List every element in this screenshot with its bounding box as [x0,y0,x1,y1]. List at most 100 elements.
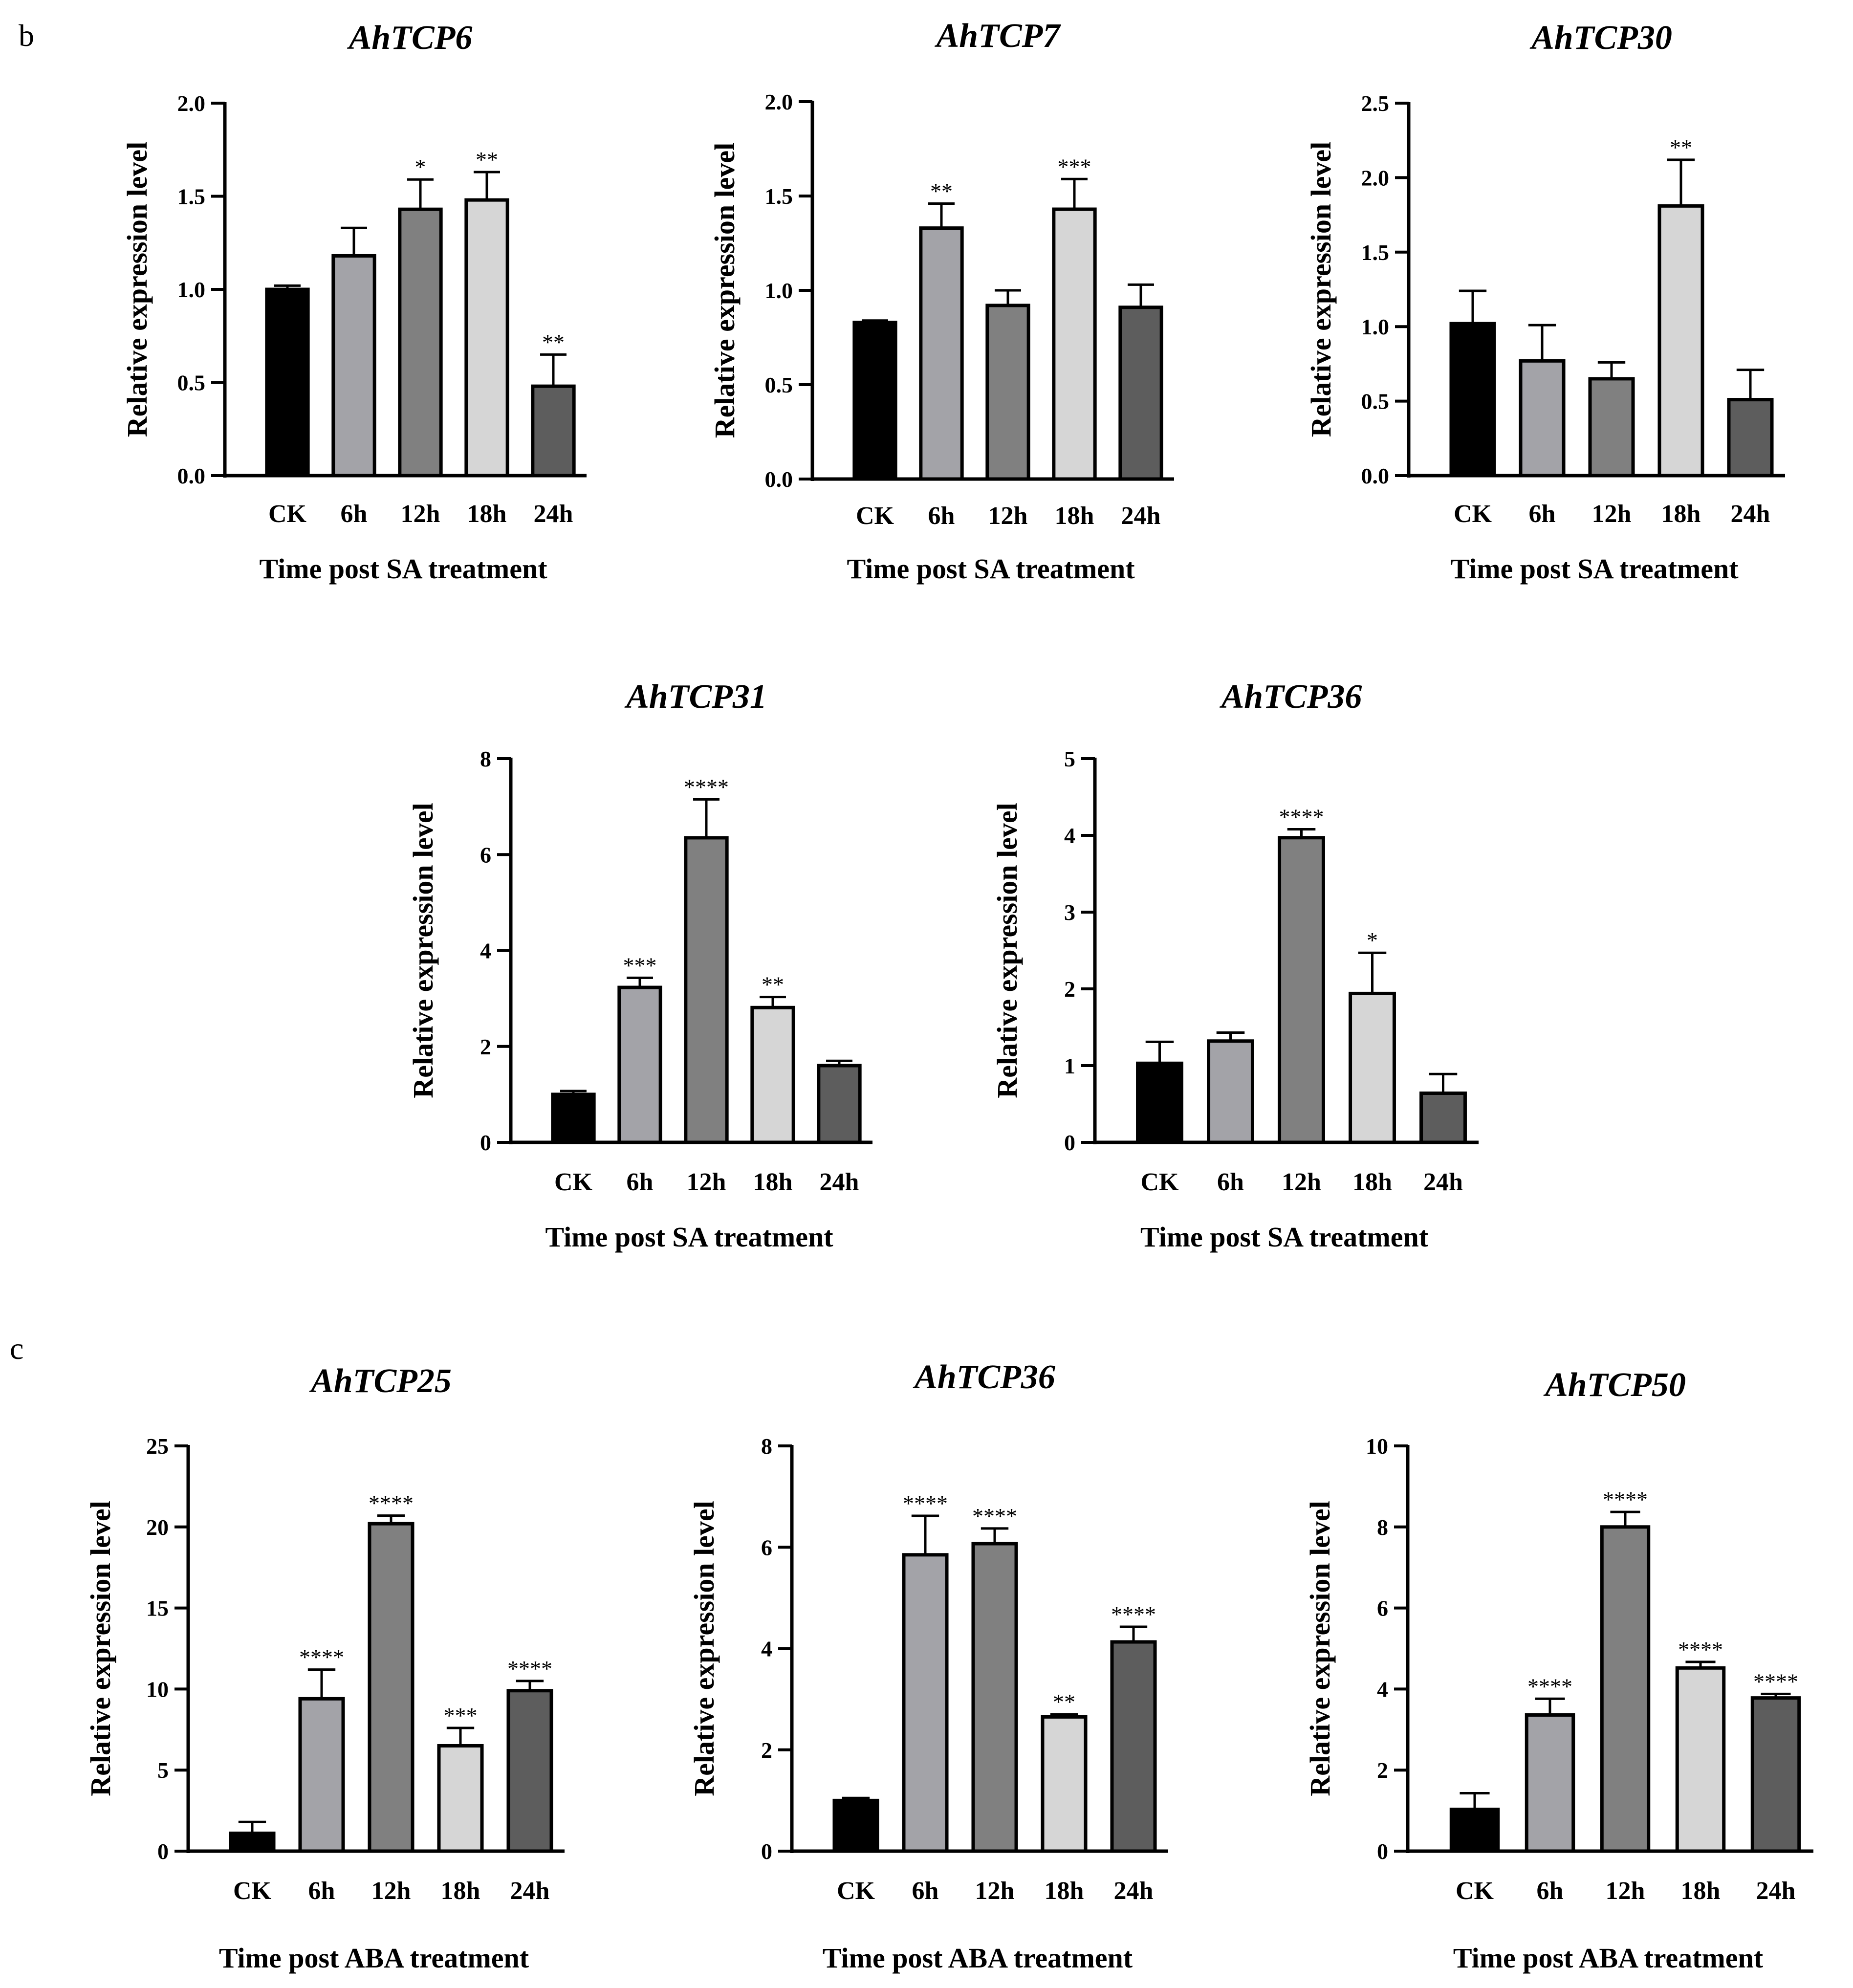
y-tick-label: 1.5 [177,184,206,209]
panel-label-b: b [19,18,34,53]
y-tick-label: 3 [1064,900,1075,925]
x-tick-label-CK: CK [233,1877,272,1905]
significance-12h: **** [684,774,729,799]
significance-6h: **** [299,1645,344,1670]
chart-ahtcp36-c: AhTCP36 0 2 4 6 8 Relative expression level CK *… [688,1358,1168,1974]
bar-CK [852,321,897,481]
y-axis-label: Relative expression level [991,803,1023,1098]
y-tick-label: 0.5 [765,372,793,397]
x-tick-label-CK: CK [856,502,894,530]
y-tick-label: 15 [146,1596,169,1621]
y-tick-label: 6 [480,842,491,867]
chart-title: AhTCP36 [1220,678,1362,716]
y-tick-label: 1.5 [1361,240,1390,265]
bar-24h [531,384,576,478]
bar-18h [1675,1666,1726,1853]
y-tick-label: 0 [761,1839,772,1864]
significance-12h: **** [972,1504,1017,1529]
significance-24h: **** [1753,1669,1798,1694]
x-tick-label-CK: CK [1454,500,1492,528]
significance-6h: **** [903,1491,948,1516]
bar-6h [1525,1713,1575,1853]
chart-title: AhTCP30 [1529,19,1672,57]
x-axis-label: Time post ABA treatment [823,1942,1133,1974]
bar-24h [506,1689,553,1853]
chart-title: AhTCP6 [347,19,473,57]
y-tick-label: 2 [1064,977,1075,1002]
y-tick-label: 2 [761,1738,772,1763]
bar-CK [1449,322,1496,478]
y-tick-label: 25 [146,1434,169,1459]
y-axis-label: Relative expression level [709,143,741,438]
significance-24h: **** [1111,1602,1156,1627]
y-tick-label: 4 [480,939,491,963]
y-axis-label: Relative expression level [1304,1501,1336,1796]
significance-18h: *** [1058,154,1091,179]
bar-18h [750,1005,795,1144]
chart-group: AhTCP6 0.0 0.5 1.0 1.5 2.0 Relative expression… [85,17,1813,1974]
y-tick-label: 0 [157,1839,169,1864]
significance-6h: *** [623,953,657,978]
bar-12h [398,207,443,478]
significance-12h: * [415,154,426,179]
x-axis-label: Time post SA treatment [1140,1221,1429,1253]
y-tick-label: 1.5 [765,184,793,209]
x-tick-label-24h: 24h [1423,1168,1463,1196]
chart-ahtcp36-b: AhTCP36 0 1 2 3 4 5 Relative expression level CK… [991,678,1479,1253]
significance-18h: * [1367,928,1378,953]
y-tick-label: 2.5 [1361,91,1390,116]
y-tick-label: 1.0 [177,277,206,302]
bar-18h [1041,1715,1088,1853]
significance-6h: ** [930,178,953,203]
x-tick-label-18h: 18h [467,500,507,528]
bar-12h [1278,836,1325,1144]
significance-18h: *** [444,1703,478,1728]
x-axis-label: Time post SA treatment [259,553,547,585]
x-tick-label-12h: 12h [687,1168,726,1196]
y-tick-label: 20 [146,1515,169,1540]
bar-24h [1110,1640,1157,1853]
y-tick-label: 0 [480,1130,491,1155]
y-tick-label: 8 [480,746,491,771]
chart-ahtcp31-b: AhTCP31 0 2 4 6 8 Relative expression level CK *… [407,678,872,1253]
x-tick-label-6h: 6h [928,502,955,530]
y-tick-label: 2.0 [177,91,206,116]
y-tick-label: 1.0 [1361,314,1390,339]
y-tick-label: 1 [1064,1053,1075,1078]
chart-ahtcp30-b: AhTCP30 0.0 0.5 1.0 1.5 2.0 2.5 Relative expres… [1305,19,1785,585]
bar-18h [437,1744,484,1853]
x-tick-label-12h: 12h [401,500,440,528]
significance-18h: ** [476,147,498,172]
bar-24h [1419,1092,1467,1144]
x-tick-label-18h: 18h [1661,500,1701,528]
bar-24h [1118,306,1163,481]
y-tick-label: 5 [1064,746,1075,771]
x-tick-label-24h: 24h [510,1877,550,1905]
y-tick-label: 10 [1366,1434,1388,1459]
y-axis-label: Relative expression level [121,142,153,437]
y-tick-label: 0.0 [765,467,793,492]
bar-CK [1136,1061,1183,1144]
significance-18h: ** [1053,1689,1075,1714]
bar-18h [1657,204,1704,478]
bar-CK [1449,1808,1500,1853]
x-tick-label-CK: CK [1141,1168,1179,1196]
bar-12h [684,836,729,1144]
x-tick-label-18h: 18h [441,1877,480,1905]
x-tick-label-6h: 6h [341,500,368,528]
bar-12h [368,1522,414,1853]
y-tick-label: 5 [157,1758,169,1783]
x-tick-label-18h: 18h [1352,1168,1392,1196]
x-tick-label-12h: 12h [1282,1168,1321,1196]
y-axis-label: Relative expression level [688,1501,720,1796]
x-tick-label-CK: CK [837,1877,875,1905]
y-tick-label: 10 [146,1677,169,1702]
bar-6h [902,1553,949,1853]
bar-6h [298,1697,345,1853]
x-tick-label-24h: 24h [1756,1877,1796,1905]
bar-18h [1052,207,1097,481]
y-tick-label: 8 [1377,1515,1388,1540]
bar-18h [464,198,509,478]
x-tick-label-24h: 24h [534,500,573,528]
